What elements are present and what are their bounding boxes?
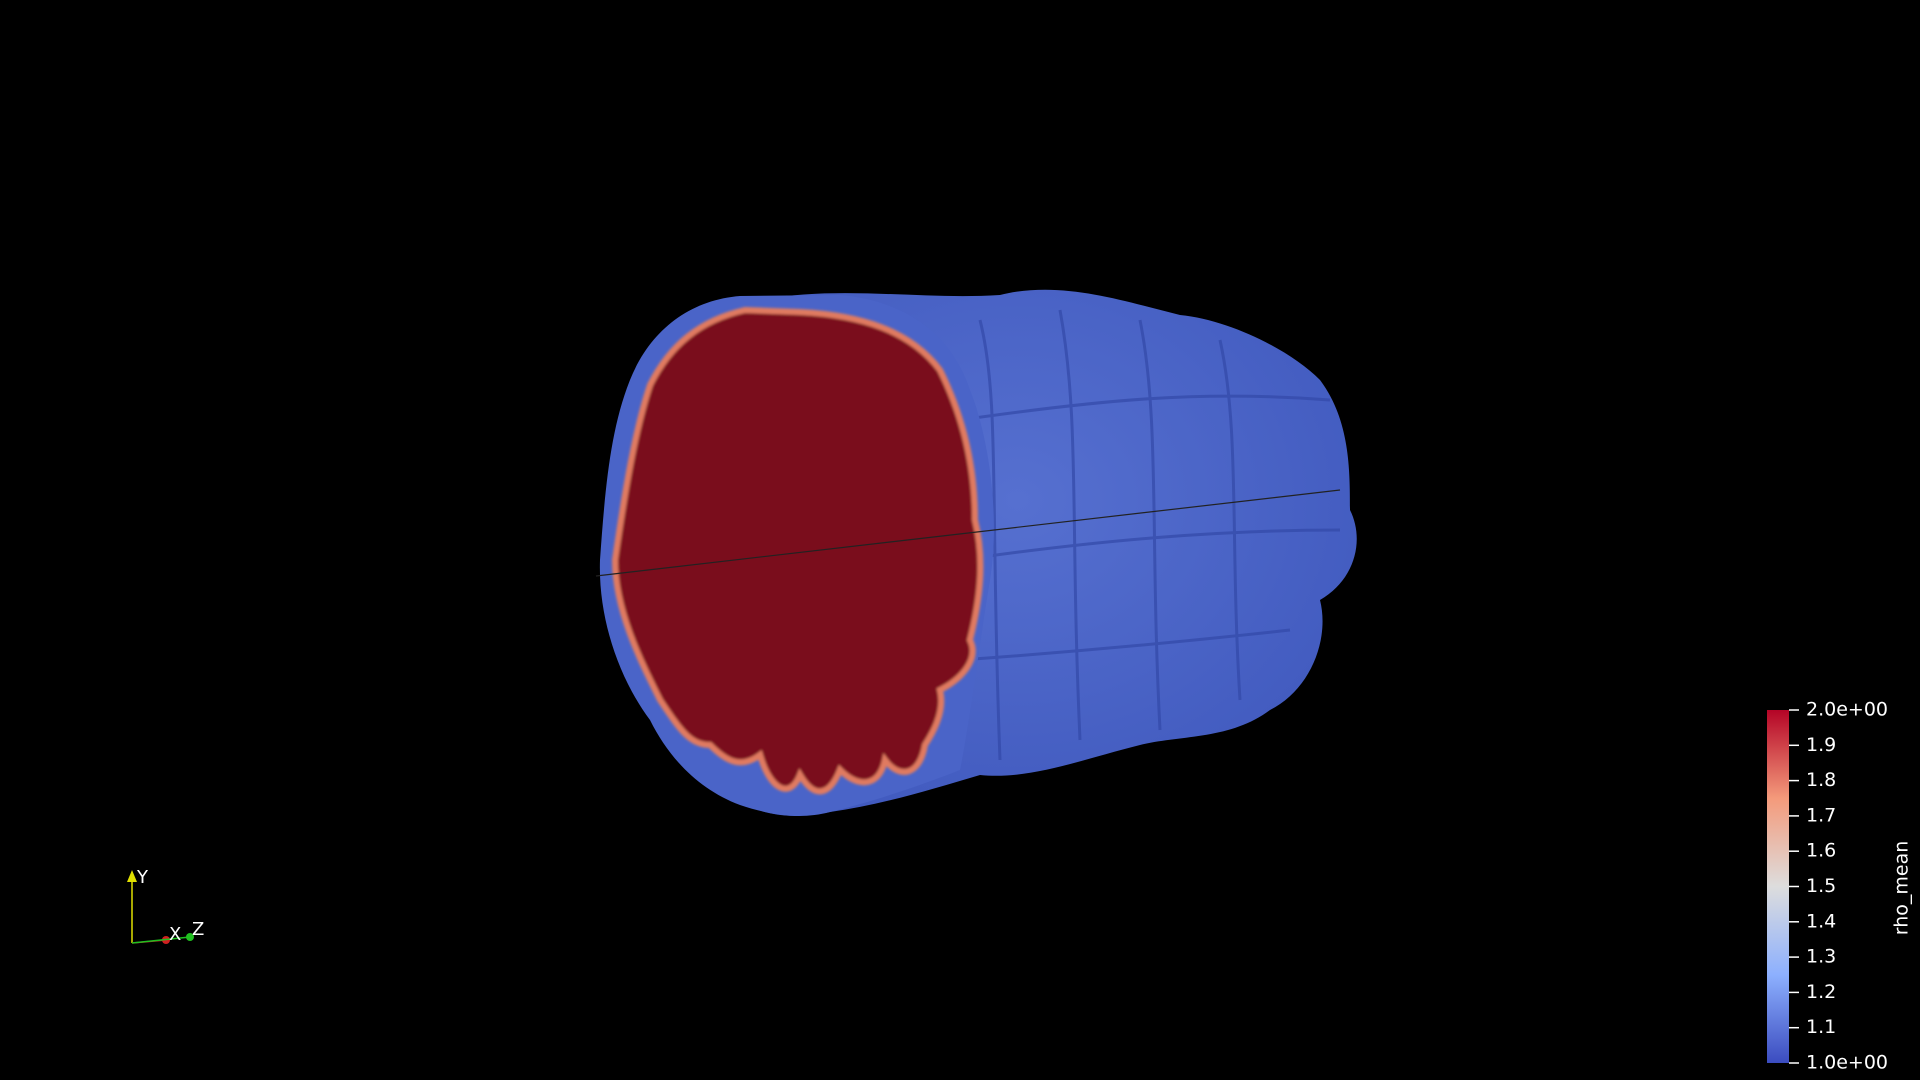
tick-label: 1.4 bbox=[1806, 910, 1836, 932]
tick-label: 1.9 bbox=[1806, 734, 1836, 756]
surface-bumps bbox=[959, 309, 1341, 761]
tick-label: 1.5 bbox=[1806, 875, 1836, 897]
volume-render bbox=[595, 289, 1357, 816]
tick-label: 1.1 bbox=[1806, 1016, 1836, 1038]
orientation-axes: Y X Z bbox=[127, 867, 204, 945]
tick-label: 2.0e+00 bbox=[1806, 699, 1888, 721]
x-label: X bbox=[169, 924, 181, 945]
tick-label: 1.7 bbox=[1806, 804, 1836, 826]
colorbar-title: rho_mean bbox=[1891, 841, 1913, 936]
y-label: Y bbox=[136, 867, 149, 888]
tick-label: 1.3 bbox=[1806, 946, 1836, 968]
tick-label: 1.0e+00 bbox=[1806, 1052, 1888, 1074]
tick-label: 1.6 bbox=[1806, 840, 1836, 862]
z-label: Z bbox=[192, 919, 204, 940]
y-arrow bbox=[127, 870, 137, 882]
color-legend: rho_mean 2.0e+00 1.9 1.8 1.7 1.6 1.5 1.4 1.3 1.2… bbox=[1767, 699, 1913, 1074]
colorbar bbox=[1767, 710, 1789, 1063]
tick-label: 1.8 bbox=[1806, 769, 1836, 791]
tick-label: 1.2 bbox=[1806, 981, 1836, 1003]
z-axis bbox=[131, 936, 191, 944]
slice-line bbox=[595, 489, 1341, 577]
z-arrow bbox=[186, 933, 194, 941]
cut-face bbox=[611, 306, 984, 795]
